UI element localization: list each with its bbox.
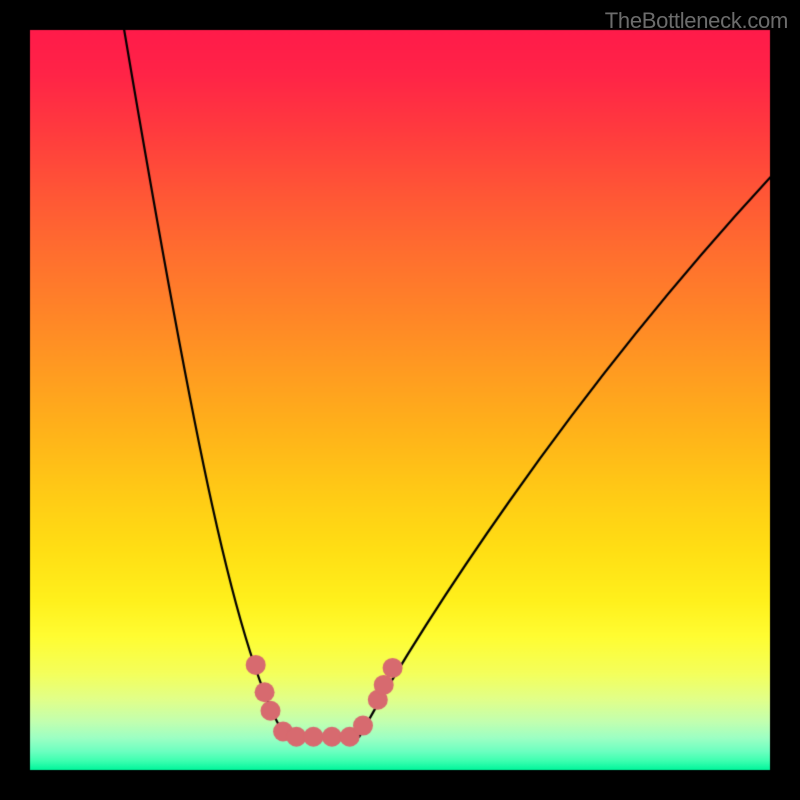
watermark-text: TheBottleneck.com bbox=[605, 8, 788, 34]
bottleneck-chart bbox=[0, 0, 800, 800]
